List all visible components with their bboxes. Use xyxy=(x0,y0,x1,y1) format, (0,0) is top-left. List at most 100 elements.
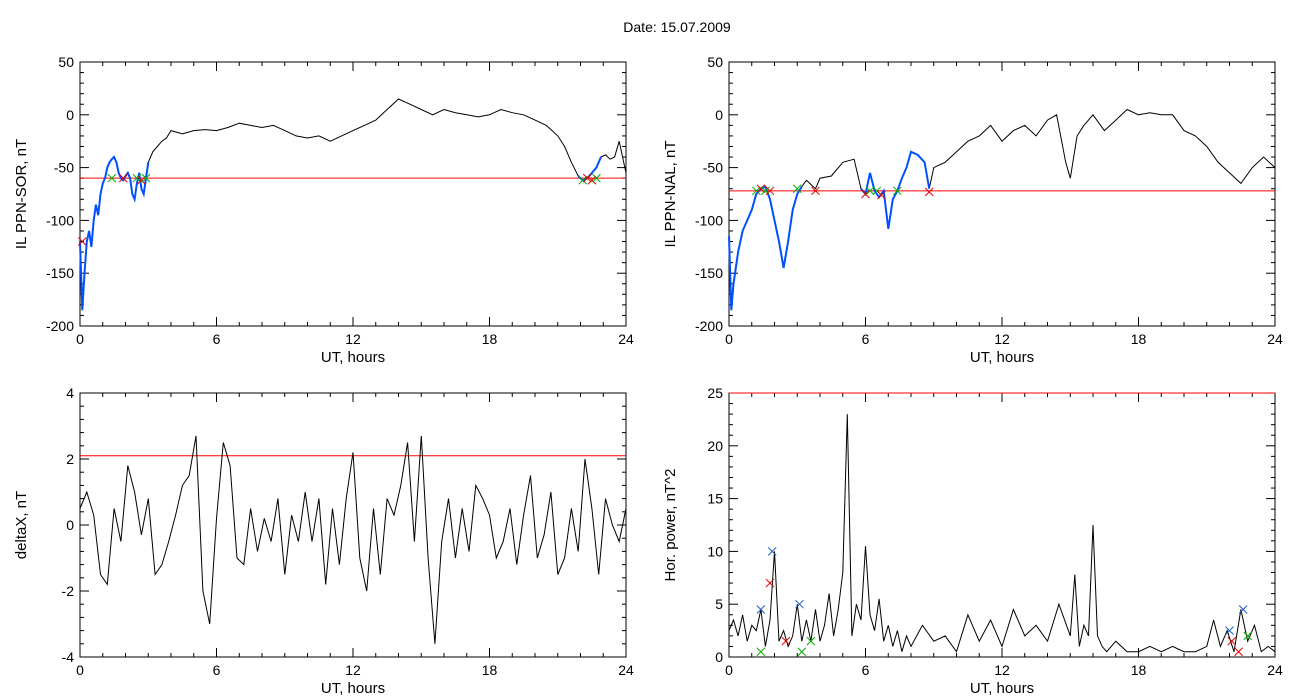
event-marker xyxy=(592,173,601,183)
y-tick-label: -100 xyxy=(695,212,723,228)
y-tick-label: -100 xyxy=(46,212,74,228)
event-marker xyxy=(924,187,934,197)
x-tick-label: 0 xyxy=(76,331,84,347)
event-marker xyxy=(792,184,802,194)
x-tick-label: 0 xyxy=(725,331,733,347)
event-marker xyxy=(1238,605,1248,614)
x-tick-label: 24 xyxy=(1267,331,1283,347)
x-tick-label: 6 xyxy=(862,331,870,347)
event-marker xyxy=(1225,626,1234,635)
event-marker xyxy=(137,175,146,185)
event-marker xyxy=(1243,631,1253,641)
y-tick-label: -150 xyxy=(46,265,74,281)
event-marker-stroke xyxy=(756,184,766,194)
event-marker xyxy=(141,173,151,183)
event-marker-stroke xyxy=(765,186,775,196)
y-tick-label: 50 xyxy=(58,54,74,70)
event-marker xyxy=(118,173,128,183)
event-marker-stroke xyxy=(781,636,791,646)
y-tick-label: -4 xyxy=(62,649,75,665)
event-marker xyxy=(1227,636,1237,646)
event-marker-stroke xyxy=(877,190,886,200)
x-tick-label: 24 xyxy=(618,331,634,347)
event-marker xyxy=(756,647,766,657)
y-tick-label: -50 xyxy=(54,160,74,176)
plot-frame xyxy=(79,61,627,327)
event-marker-stroke xyxy=(1227,636,1237,646)
y-tick-label: 50 xyxy=(707,54,723,70)
event-marker xyxy=(861,189,870,199)
event-marker-stroke xyxy=(765,578,775,588)
event-marker xyxy=(767,547,777,556)
event-marker xyxy=(795,599,804,609)
y-tick-label: 5 xyxy=(715,596,723,612)
y-tick-label: -200 xyxy=(46,318,74,334)
chart-panel-2: 0 6 12 18 24 50 0 -50 -100 -150 -200 UT, hours IL PP… xyxy=(662,54,1283,366)
chart-panel-4: 0 6 12 18 24 25 20 15 10 5 0 UT, hours Hor. power, n… xyxy=(662,385,1283,697)
y-axis-label: deltaX, nT xyxy=(13,491,30,559)
data-line xyxy=(79,435,627,644)
data-line xyxy=(728,414,1276,653)
y-tick-label: 10 xyxy=(707,543,723,559)
chart-panel-3: 0 6 12 18 24 4 2 0 -2 -4 UT, hours deltaX, nT xyxy=(13,385,634,697)
x-tick-label: 12 xyxy=(345,662,361,678)
x-tick-label: 6 xyxy=(862,662,870,678)
y-tick-label: 15 xyxy=(707,491,723,507)
highlight-line xyxy=(860,150,931,229)
event-marker-stroke xyxy=(137,175,146,185)
event-marker-stroke xyxy=(132,173,142,183)
y-tick-label: -2 xyxy=(62,583,75,599)
y-tick-label: 4 xyxy=(66,385,74,401)
y-tick-label: 0 xyxy=(715,107,723,123)
x-axis-label: UT, hours xyxy=(321,349,385,366)
event-marker-stroke xyxy=(118,173,128,183)
event-marker-stroke xyxy=(797,647,807,657)
event-marker xyxy=(751,186,761,196)
event-marker-stroke xyxy=(795,599,804,609)
event-marker xyxy=(587,175,597,185)
x-axis-label: UT, hours xyxy=(970,680,1034,697)
event-marker-stroke xyxy=(767,547,777,556)
x-tick-label: 18 xyxy=(1131,662,1147,678)
x-tick-label: 0 xyxy=(76,662,84,678)
event-marker xyxy=(765,578,775,588)
event-marker-stroke xyxy=(872,186,882,196)
x-tick-label: 6 xyxy=(213,662,221,678)
x-tick-label: 18 xyxy=(1131,331,1147,347)
y-axis-label: IL PPN-SOR, nT xyxy=(13,139,30,249)
event-marker-stroke xyxy=(1225,626,1234,635)
x-tick-label: 24 xyxy=(618,662,634,678)
y-tick-label: 0 xyxy=(66,517,74,533)
x-axis-label: UT, hours xyxy=(321,680,385,697)
event-marker xyxy=(765,186,775,196)
event-marker-stroke xyxy=(811,186,820,196)
event-marker xyxy=(865,186,875,196)
y-tick-label: -150 xyxy=(695,265,723,281)
highlight-line xyxy=(79,155,150,311)
event-marker xyxy=(877,190,886,200)
event-marker-stroke xyxy=(756,647,766,657)
x-tick-label: 6 xyxy=(213,331,221,347)
event-marker xyxy=(756,605,766,614)
highlight-line xyxy=(728,185,803,311)
event-marker-stroke xyxy=(107,173,117,183)
event-marker xyxy=(806,636,816,646)
event-marker-stroke xyxy=(892,186,902,196)
event-marker-stroke xyxy=(1243,631,1253,641)
event-marker xyxy=(132,173,142,183)
event-marker-stroke xyxy=(1238,605,1248,614)
y-tick-label: -200 xyxy=(695,318,723,334)
event-marker xyxy=(77,237,87,246)
event-marker-stroke xyxy=(924,187,934,197)
event-marker-stroke xyxy=(1234,647,1243,657)
plot-frame xyxy=(79,392,627,658)
x-tick-label: 0 xyxy=(725,662,733,678)
event-marker-stroke xyxy=(792,184,802,194)
event-marker xyxy=(797,647,807,657)
y-tick-label: -50 xyxy=(703,160,723,176)
event-marker-stroke xyxy=(582,173,592,183)
x-tick-label: 12 xyxy=(994,331,1010,347)
y-axis-label: IL PPN-NAL, nT xyxy=(662,141,679,248)
event-marker-stroke xyxy=(578,175,588,185)
